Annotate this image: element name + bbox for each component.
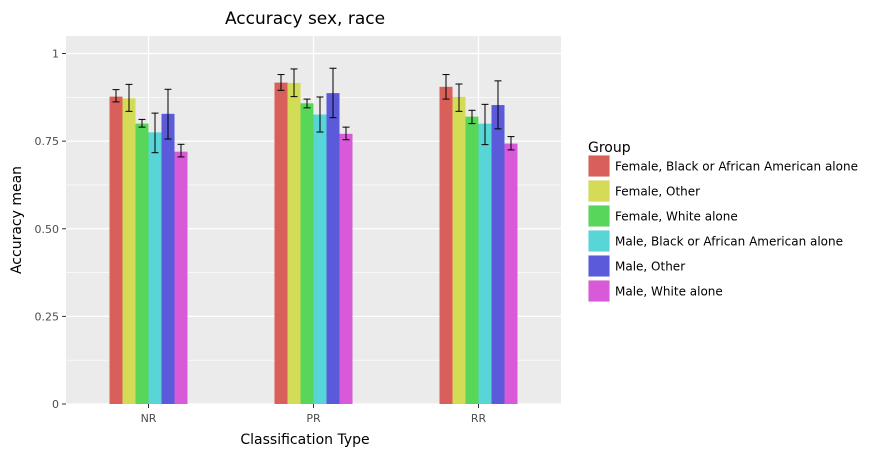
legend-swatch xyxy=(588,280,610,302)
legend: Group Female, Black or African American … xyxy=(588,140,858,302)
bar xyxy=(287,82,301,404)
bar xyxy=(504,143,518,404)
bars xyxy=(109,82,518,405)
legend-swatch xyxy=(588,255,610,277)
chart-title: Accuracy sex, race xyxy=(225,9,385,29)
x-tick-label: RR xyxy=(471,412,487,425)
y-tick-label: 0.75 xyxy=(35,135,60,148)
bar xyxy=(161,113,175,404)
bar xyxy=(465,116,479,404)
bar xyxy=(326,93,340,404)
x-axis: NR PR RR xyxy=(141,404,487,425)
bar xyxy=(148,132,162,404)
bar xyxy=(274,82,288,404)
legend-label: Female, Black or African American alone xyxy=(615,160,858,174)
y-tick-label: 0.50 xyxy=(35,223,60,236)
bar xyxy=(135,123,149,404)
legend-label: Female, Other xyxy=(615,185,700,199)
legend-swatch xyxy=(588,230,610,252)
legend-swatch xyxy=(588,205,610,227)
bar xyxy=(174,151,188,404)
error-bars xyxy=(112,67,515,158)
x-tick-label: NR xyxy=(141,412,157,425)
bar xyxy=(478,123,492,404)
y-tick-label: 1 xyxy=(52,48,59,61)
x-tick-label: PR xyxy=(306,412,321,425)
y-axis-title: Accuracy mean xyxy=(9,166,25,274)
y-tick-label: 0 xyxy=(52,398,59,411)
bar xyxy=(491,105,505,404)
bar xyxy=(313,114,327,405)
legend-label: Female, White alone xyxy=(615,210,738,224)
x-axis-title: Classification Type xyxy=(240,432,369,448)
y-axis: 0 0.25 0.50 0.75 1 xyxy=(35,48,66,411)
legend-label: Male, White alone xyxy=(615,285,723,299)
bar xyxy=(122,98,136,404)
bar xyxy=(339,133,353,405)
legend-label: Male, Other xyxy=(615,260,685,274)
legend-label: Male, Black or African American alone xyxy=(615,235,843,249)
legend-swatch xyxy=(588,180,610,202)
legend-swatch xyxy=(588,155,610,177)
bar xyxy=(439,86,453,405)
bar xyxy=(452,96,466,405)
bar xyxy=(300,103,314,404)
legend-title: Group xyxy=(588,140,631,156)
y-tick-label: 0.25 xyxy=(35,310,60,323)
bar xyxy=(109,96,123,404)
